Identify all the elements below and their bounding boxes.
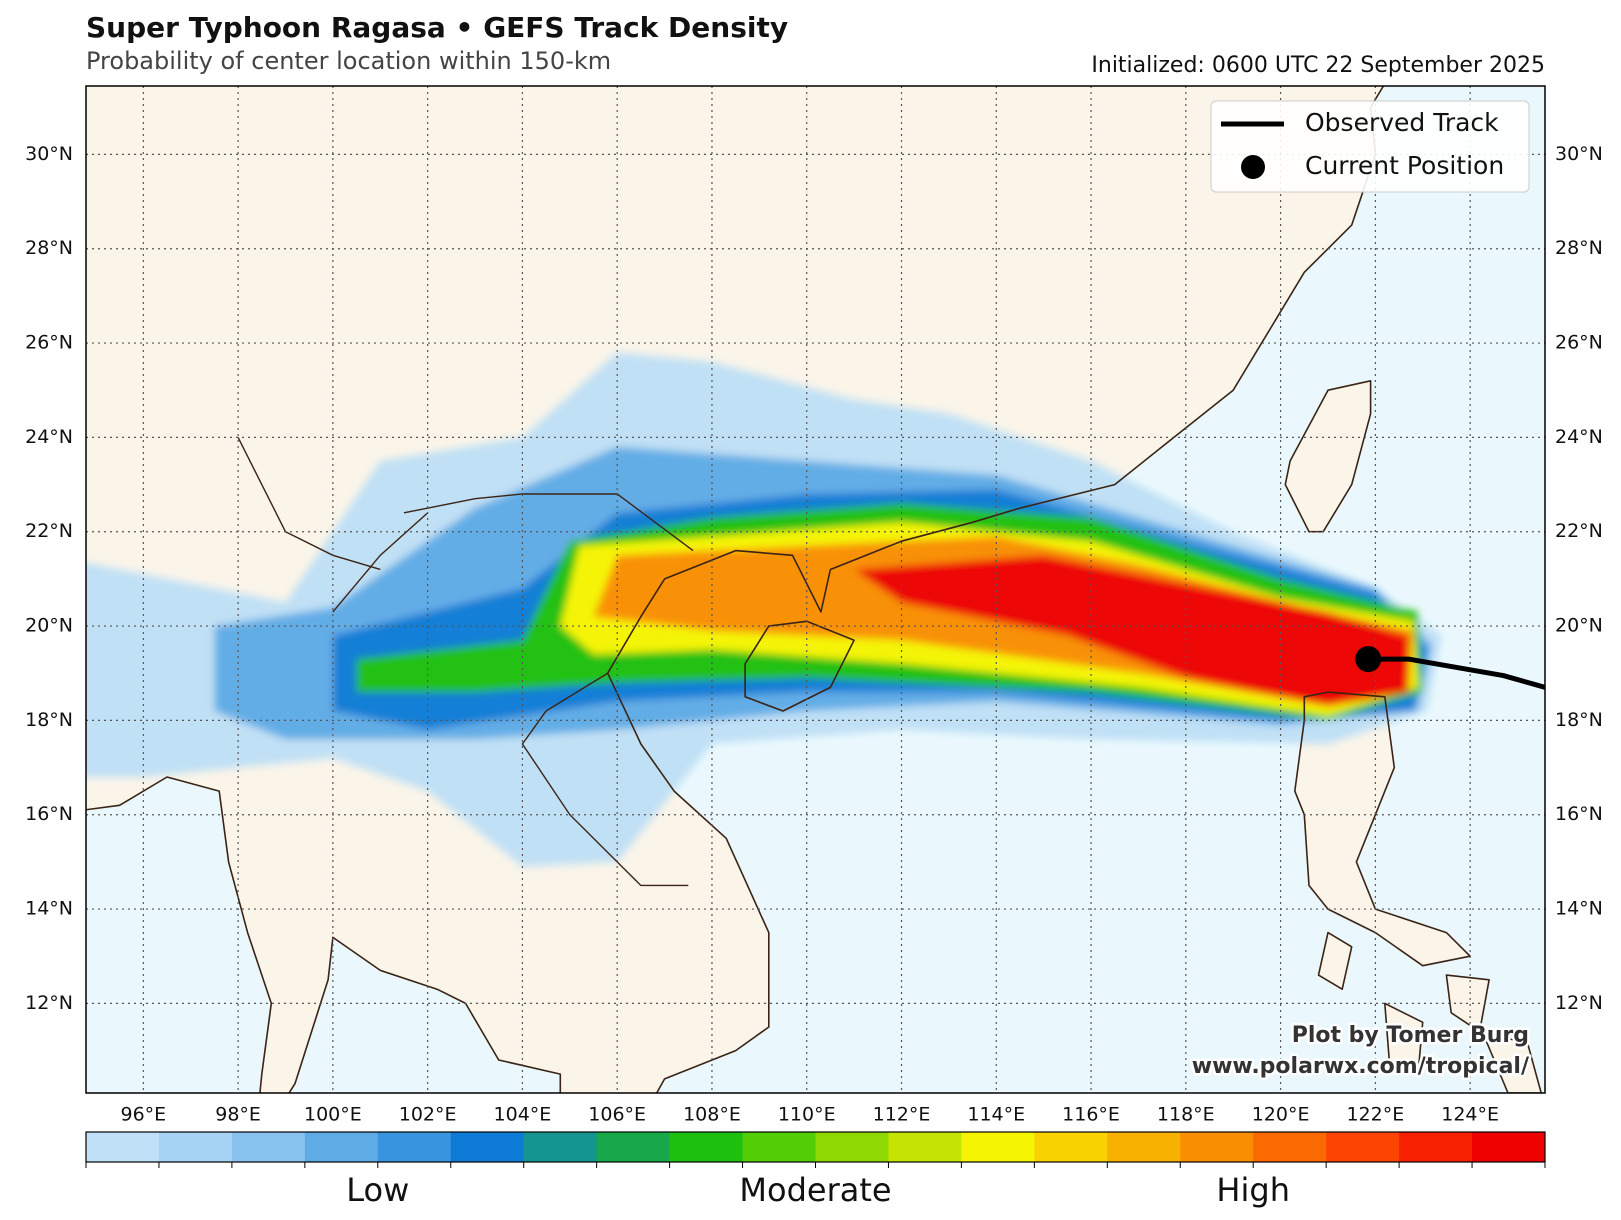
y-tick-label-right: 14°N [1555, 898, 1603, 920]
y-tick-label: 20°N [25, 615, 73, 637]
legend-box [1210, 100, 1530, 193]
plot-frame [85, 85, 1546, 1094]
x-tick-label: 124°E [1441, 1104, 1499, 1126]
legend-dot [1241, 155, 1265, 179]
colorbar-swatch [1472, 1132, 1546, 1162]
land-area [86, 86, 1384, 1093]
land-area [1294, 692, 1471, 966]
x-tick-label: 122°E [1346, 1104, 1404, 1126]
x-tick-label: 102°E [399, 1104, 457, 1126]
x-tick-label: 104°E [494, 1104, 552, 1126]
colorbar-swatch [304, 1132, 379, 1162]
y-tick-label-right: 22°N [1555, 520, 1603, 542]
land-area [1484, 1036, 1542, 1093]
x-tick-label: 96°E [120, 1104, 166, 1126]
title: Super Typhoon Ragasa • GEFS Track Densit… [86, 11, 788, 44]
colorbar-swatch [888, 1132, 962, 1162]
y-tick-label: 12°N [25, 992, 73, 1014]
y-tick-label-right: 20°N [1555, 615, 1603, 637]
density-field [86, 352, 1442, 867]
y-tick-label: 18°N [25, 709, 73, 731]
colorbar-swatch [1253, 1132, 1327, 1162]
border [332, 512, 429, 613]
colorbar-swatch [231, 1132, 306, 1162]
colorbar-swatch [1399, 1132, 1473, 1162]
y-tick-label: 24°N [25, 426, 73, 448]
y-tick-label: 16°N [25, 803, 73, 825]
border [403, 493, 694, 552]
colorbar-swatch [377, 1132, 452, 1162]
y-tick-label-right: 26°N [1555, 332, 1603, 354]
x-tick-label: 112°E [873, 1104, 931, 1126]
x-tick-label: 114°E [967, 1104, 1025, 1126]
border [237, 437, 381, 571]
credit: Plot by Tomer Burg [1292, 1023, 1529, 1048]
border [521, 672, 689, 887]
density-band [854, 555, 1409, 707]
x-tick-label: 116°E [1062, 1104, 1120, 1126]
y-tick-label: 30°N [25, 143, 73, 165]
y-tick-label-right: 18°N [1555, 709, 1603, 731]
colorbar-swatch [596, 1132, 671, 1162]
coastline [744, 620, 855, 712]
x-tick-label: 108°E [683, 1104, 741, 1126]
credit-url: www.polarwx.com/tropical/ [1192, 1054, 1530, 1079]
x-tick-label: 106°E [588, 1104, 646, 1126]
y-tick-label: 14°N [25, 898, 73, 920]
colorbar-swatch [669, 1132, 744, 1162]
colorbar-swatch [158, 1132, 233, 1162]
y-tick-label: 28°N [25, 237, 73, 259]
x-tick-label: 98°E [215, 1104, 261, 1126]
colorbar-label: Moderate [739, 1171, 891, 1209]
y-tick-label: 26°N [25, 332, 73, 354]
colorbar-swatch [815, 1132, 889, 1162]
y-tick-label-right: 24°N [1555, 426, 1603, 448]
colorbar-swatch [450, 1132, 525, 1162]
x-tick-label: 110°E [778, 1104, 836, 1126]
legend-label: Observed Track [1305, 108, 1499, 137]
observed-track [1370, 656, 1545, 690]
colorbar-swatch [1326, 1132, 1400, 1162]
y-tick-label-right: 12°N [1555, 992, 1603, 1014]
y-tick-label-right: 28°N [1555, 237, 1603, 259]
coastline [1317, 931, 1353, 990]
colorbar-swatch [86, 1132, 160, 1162]
x-tick-label: 118°E [1157, 1104, 1215, 1126]
coastline [1384, 1002, 1424, 1075]
colorbar-swatch [742, 1132, 816, 1162]
colorbar-swatch [961, 1132, 1035, 1162]
subtitle: Probability of center location within 15… [86, 47, 611, 75]
colorbar-label: Low [346, 1171, 409, 1209]
init-time: Initialized: 0600 UTC 22 September 2025 [1091, 53, 1545, 78]
legend-label: Current Position [1305, 151, 1504, 180]
colorbar-swatch [1034, 1132, 1108, 1162]
colorbar-swatch [1180, 1132, 1254, 1162]
y-tick-label-right: 16°N [1555, 803, 1603, 825]
y-tick-label-right: 30°N [1555, 143, 1603, 165]
land-area [1318, 932, 1352, 990]
colorbar-swatch [523, 1132, 598, 1162]
axes: 96°E 98°E 100°E 102°E 104°E 106°E 108°E 110°E 11… [25, 143, 1603, 1126]
land-area [1384, 1003, 1423, 1075]
x-tick-label: 100°E [304, 1104, 362, 1126]
land-area [1285, 380, 1371, 532]
colorbar-swatch [1107, 1132, 1181, 1162]
colorbar-label: High [1216, 1171, 1290, 1209]
colorbar: Low Moderate High [85, 1131, 1546, 1209]
y-tick-label: 22°N [25, 520, 73, 542]
track [1355, 646, 1545, 690]
legend: Observed Track Current Position [1210, 100, 1530, 193]
coastline [1483, 1035, 1542, 1093]
coastline [1445, 974, 1490, 1033]
x-tick-label: 120°E [1252, 1104, 1310, 1126]
current-position [1355, 646, 1382, 673]
